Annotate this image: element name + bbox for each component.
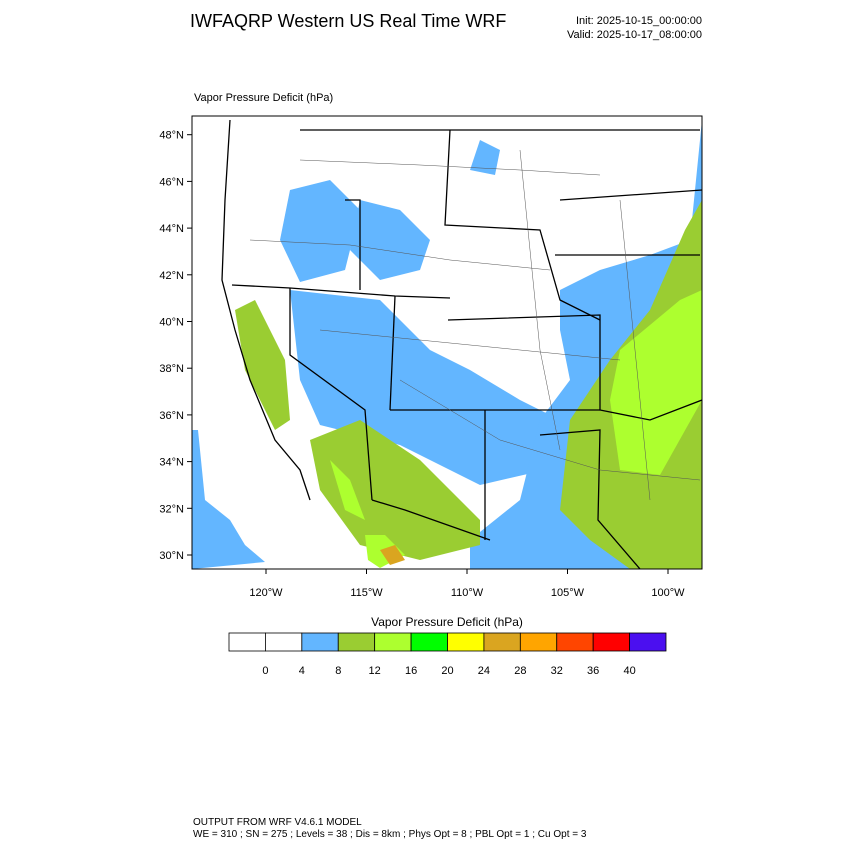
valid-time: Valid: 2025-10-17_08:00:00	[567, 29, 702, 41]
lat-label: 42°N	[159, 270, 184, 282]
colorbar-box	[228, 632, 266, 652]
colorbar-label: 32	[551, 665, 563, 677]
colorbar: 0 4 8 12 16 20 24 28 32 36 40	[228, 632, 667, 677]
lat-label: 44°N	[159, 223, 184, 235]
colorbar-label: 28	[514, 665, 526, 677]
lon-label: 105°W	[551, 587, 585, 599]
init-time: Init: 2025-10-15_00:00:00	[576, 15, 702, 27]
colorbar-box	[301, 632, 339, 652]
lat-label: 48°N	[159, 130, 184, 142]
lat-label: 46°N	[159, 176, 184, 188]
colorbar-box	[592, 632, 630, 652]
lat-label: 30°N	[159, 550, 184, 562]
colorbar-box	[374, 632, 412, 652]
map-fill	[192, 116, 702, 569]
colorbar-label: 0	[262, 665, 268, 677]
colorbar-label: 4	[299, 665, 305, 677]
colorbar-box	[410, 632, 448, 652]
colorbar-label: 8	[335, 665, 341, 677]
footer-line: OUTPUT FROM WRF V4.6.1 MODEL	[193, 817, 362, 828]
footer-line: WE = 310 ; SN = 275 ; Levels = 38 ; Dis …	[193, 829, 587, 840]
lon-label: 110°W	[451, 587, 484, 599]
axis-labels: 30°N 32°N 34°N 36°N 38°N 40°N 42°N 44°N 46°N 48°N…	[159, 130, 685, 599]
map-frame	[191, 115, 703, 570]
colorbar-box	[483, 632, 521, 652]
colorbar-box	[265, 632, 303, 652]
colorbar-title: Vapor Pressure Deficit (hPa)	[371, 615, 523, 629]
lon-label: 120°W	[249, 587, 283, 599]
lat-label: 38°N	[159, 363, 184, 375]
colorbar-box	[519, 632, 558, 652]
colorbar-label: 24	[478, 665, 490, 677]
colorbar-label: 36	[587, 665, 599, 677]
colorbar-box	[556, 632, 594, 652]
lat-label: 40°N	[159, 317, 184, 329]
colorbar-label: 12	[369, 665, 381, 677]
map-label: Vapor Pressure Deficit (hPa)	[194, 92, 333, 104]
lat-label: 36°N	[159, 410, 184, 422]
title: IWFAQRP Western US Real Time WRF	[190, 11, 506, 31]
colorbar-box	[337, 632, 376, 652]
colorbar-box	[629, 632, 667, 652]
lon-label: 100°W	[651, 587, 685, 599]
colorbar-label: 20	[441, 665, 453, 677]
colorbar-label: 40	[623, 665, 635, 677]
lat-label: 34°N	[159, 457, 184, 469]
colorbar-label: 16	[405, 665, 417, 677]
lon-label: 115°W	[350, 587, 383, 599]
lat-label: 32°N	[159, 503, 184, 515]
colorbar-box	[447, 632, 485, 652]
